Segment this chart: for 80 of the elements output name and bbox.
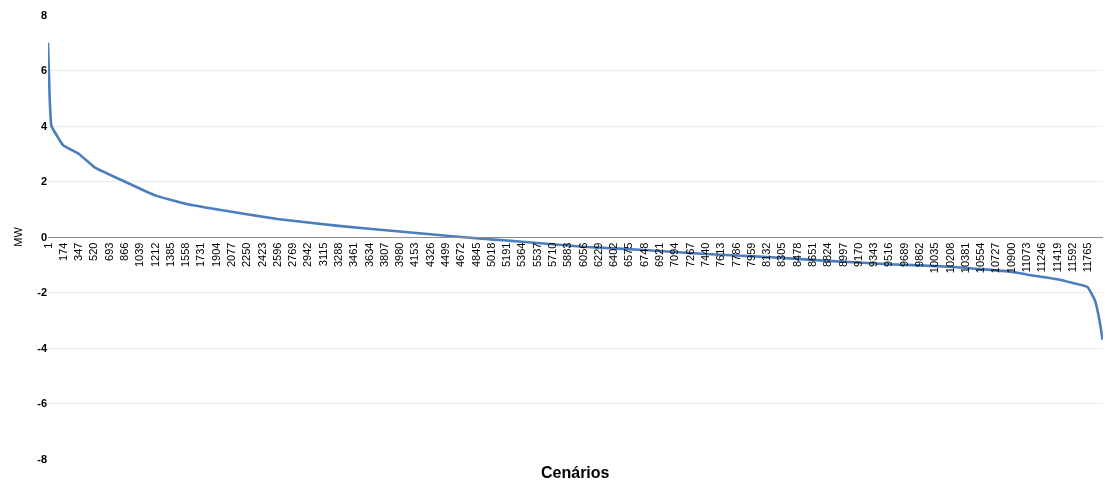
x-tick-label: 4845 bbox=[469, 242, 482, 268]
x-tick-label: 866 bbox=[118, 242, 131, 261]
x-tick-label: 7786 bbox=[729, 242, 742, 268]
x-tick-label: 10727 bbox=[989, 242, 1002, 274]
x-tick-label: 3115 bbox=[316, 242, 329, 267]
x-tick-label: 1731 bbox=[194, 242, 207, 268]
x-tick-label: 5018 bbox=[484, 242, 497, 268]
x-tick-label: 2423 bbox=[255, 242, 268, 268]
x-tick-label: 7440 bbox=[698, 242, 711, 268]
x-tick-label: 4326 bbox=[423, 242, 436, 268]
x-tick-label: 7094 bbox=[668, 242, 681, 268]
x-tick-label: 693 bbox=[102, 242, 115, 261]
x-tick-label: 5710 bbox=[546, 242, 559, 268]
x-tick-label: 11246 bbox=[1035, 242, 1048, 273]
x-tick-label: 1385 bbox=[163, 242, 176, 268]
y-tick-label: -6 bbox=[37, 397, 47, 410]
x-tick-label: 11592 bbox=[1065, 242, 1078, 273]
x-tick-label: 10554 bbox=[974, 242, 987, 274]
y-tick-label: 0 bbox=[40, 230, 47, 243]
x-tick-label: 4672 bbox=[454, 242, 467, 268]
x-tick-label: 11765 bbox=[1081, 242, 1094, 273]
x-tick-label: 9170 bbox=[851, 242, 864, 268]
x-tick-label: 1558 bbox=[179, 242, 192, 268]
x-tick-label: 3634 bbox=[362, 242, 375, 268]
x-tick-label: 4499 bbox=[439, 242, 452, 268]
y-tick-label: 6 bbox=[40, 64, 47, 77]
x-tick-label: 8305 bbox=[775, 242, 788, 268]
y-tick-label: 8 bbox=[40, 8, 47, 21]
y-tick-label: -2 bbox=[37, 286, 47, 299]
x-tick-label: 5537 bbox=[530, 242, 543, 268]
x-tick-label: 5364 bbox=[515, 242, 528, 268]
x-tick-label: 10208 bbox=[943, 242, 956, 274]
x-tick-label: 2769 bbox=[286, 242, 299, 268]
x-tick-label: 10381 bbox=[958, 242, 971, 274]
x-tick-label: 6575 bbox=[622, 242, 635, 268]
x-tick-label: 520 bbox=[87, 242, 100, 261]
x-tick-label: 2942 bbox=[301, 242, 314, 268]
x-tick-label: 347 bbox=[72, 242, 85, 261]
x-tick-label: 3288 bbox=[332, 242, 345, 268]
x-tick-label: 10900 bbox=[1004, 242, 1017, 274]
x-tick-label: 7613 bbox=[714, 242, 727, 268]
x-tick-label: 6921 bbox=[653, 242, 666, 268]
x-tick-label: 1904 bbox=[209, 242, 222, 268]
x-tick-label: 10035 bbox=[928, 242, 941, 274]
x-tick-label: 8824 bbox=[821, 242, 834, 268]
x-tick-label: 11073 bbox=[1019, 242, 1032, 273]
x-tick-label: 9343 bbox=[867, 242, 880, 268]
y-tick-label: -8 bbox=[37, 452, 47, 465]
x-tick-label: 5191 bbox=[500, 242, 513, 268]
y-axis-title: MW bbox=[11, 226, 24, 247]
x-tick-label: 3807 bbox=[377, 242, 390, 268]
x-tick-label: 6056 bbox=[576, 242, 589, 268]
x-tick-label: 3461 bbox=[347, 242, 360, 268]
x-tick-label: 6748 bbox=[637, 242, 650, 268]
x-tick-label: 2077 bbox=[225, 242, 238, 268]
x-tick-label: 11419 bbox=[1050, 242, 1063, 273]
x-tick-label: 3980 bbox=[393, 242, 406, 268]
y-tick-label: 2 bbox=[40, 175, 47, 188]
x-tick-label: 2596 bbox=[270, 242, 283, 268]
y-tick-label: 4 bbox=[40, 119, 48, 132]
x-tick-label: 9516 bbox=[882, 242, 895, 268]
x-tick-label: 6229 bbox=[591, 242, 604, 268]
x-tick-label: 5883 bbox=[561, 242, 574, 268]
x-tick-label: 7267 bbox=[683, 242, 696, 268]
x-tick-label: 4153 bbox=[408, 242, 421, 268]
x-tick-label: 2250 bbox=[240, 242, 253, 268]
x-tick-label: 7959 bbox=[744, 242, 757, 268]
x-tick-label: 9689 bbox=[897, 242, 910, 268]
x-tick-label: 8651 bbox=[805, 242, 818, 268]
x-tick-label: 8997 bbox=[836, 242, 849, 268]
x-axis-title: Cenários bbox=[541, 464, 610, 481]
x-tick-label: 8478 bbox=[790, 242, 803, 268]
x-tick-label: 174 bbox=[56, 242, 69, 261]
x-tick-label: 1212 bbox=[148, 242, 161, 268]
x-tick-label: 1039 bbox=[133, 242, 146, 268]
x-tick-label: 1 bbox=[41, 242, 54, 249]
x-tick-label: 9862 bbox=[912, 242, 925, 268]
y-tick-label: -4 bbox=[37, 341, 48, 354]
x-tick-label: 6402 bbox=[607, 242, 620, 268]
x-tick-label: 8132 bbox=[760, 242, 773, 268]
